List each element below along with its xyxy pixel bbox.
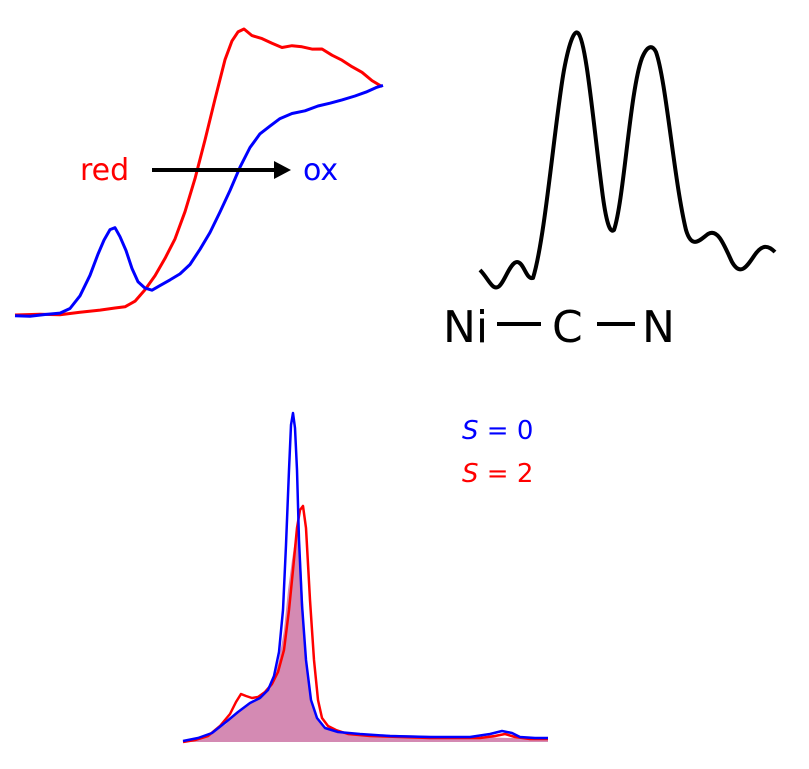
atom-n: N: [642, 302, 675, 353]
atom-ni: Ni: [443, 302, 488, 353]
xas-panel: red ox: [14, 27, 384, 318]
xas-ox-spectrum: [14, 83, 384, 318]
exafs-panel: Ni C N: [443, 30, 777, 353]
atom-c: C: [552, 302, 583, 353]
legend-s2: S = 2: [462, 459, 533, 489]
overlap-fill-area: [183, 528, 548, 742]
legend-s0-value: = 0: [479, 416, 534, 446]
arrow-head-icon: [274, 161, 291, 179]
xes-s2-spectrum: [182, 504, 548, 744]
exafs-curve: [478, 30, 777, 290]
xes-panel: S = 0 S = 2: [182, 411, 548, 744]
legend-s2-value: = 2: [479, 459, 534, 489]
reduction-to-oxidation-arrow: [152, 161, 291, 179]
legend-s2-symbol: S: [462, 459, 479, 489]
legend: S = 0 S = 2: [462, 416, 533, 489]
xes-s0-spectrum: [182, 411, 548, 743]
xas-red-spectrum: [14, 27, 383, 317]
legend-s0: S = 0: [462, 416, 533, 446]
label-ox: ox: [303, 153, 338, 188]
label-red: red: [80, 153, 129, 188]
legend-s0-symbol: S: [462, 416, 479, 446]
